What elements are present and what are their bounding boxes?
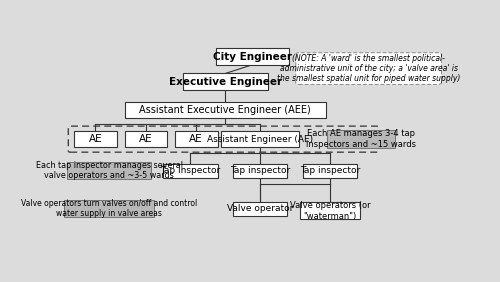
Text: AE: AE bbox=[88, 134, 102, 144]
FancyBboxPatch shape bbox=[296, 53, 442, 84]
FancyBboxPatch shape bbox=[64, 200, 154, 217]
FancyBboxPatch shape bbox=[124, 102, 326, 118]
FancyBboxPatch shape bbox=[233, 202, 287, 216]
Text: Each AE manages 3-4 tap
inspectors and ~15 wards: Each AE manages 3-4 tap inspectors and ~… bbox=[306, 129, 416, 149]
FancyBboxPatch shape bbox=[327, 130, 395, 148]
Text: Tap inspector: Tap inspector bbox=[230, 166, 290, 175]
FancyBboxPatch shape bbox=[233, 164, 287, 178]
Text: City Engineer: City Engineer bbox=[213, 52, 292, 62]
Text: Executive Engineer: Executive Engineer bbox=[168, 77, 282, 87]
Text: AE: AE bbox=[190, 134, 203, 144]
FancyBboxPatch shape bbox=[124, 131, 167, 147]
FancyBboxPatch shape bbox=[216, 49, 289, 65]
Text: Assistant Engineer (AE): Assistant Engineer (AE) bbox=[207, 135, 313, 144]
FancyBboxPatch shape bbox=[163, 164, 218, 178]
FancyBboxPatch shape bbox=[302, 164, 357, 178]
Text: Valve operator: Valve operator bbox=[227, 204, 294, 213]
Text: Valve operators (or
"waterman"): Valve operators (or "waterman") bbox=[290, 201, 370, 221]
FancyBboxPatch shape bbox=[175, 131, 218, 147]
Text: Tap inspector: Tap inspector bbox=[160, 166, 220, 175]
Text: Valve operators turn valves on/off and control
water supply in valve areas: Valve operators turn valves on/off and c… bbox=[21, 199, 197, 218]
Text: (NOTE: A 'ward' is the smallest political-
administrative unit of the city; a 'v: (NOTE: A 'ward' is the smallest politica… bbox=[277, 54, 460, 83]
Text: AE: AE bbox=[139, 134, 152, 144]
Text: Tap inspector: Tap inspector bbox=[300, 166, 360, 175]
Text: Assistant Executive Engineer (AEE): Assistant Executive Engineer (AEE) bbox=[140, 105, 311, 115]
FancyBboxPatch shape bbox=[300, 202, 360, 219]
Text: Each tap inspector manages several
valve operators and ~3-5 wards: Each tap inspector manages several valve… bbox=[36, 161, 182, 180]
FancyBboxPatch shape bbox=[74, 131, 117, 147]
FancyBboxPatch shape bbox=[68, 162, 150, 179]
FancyBboxPatch shape bbox=[182, 74, 268, 90]
FancyBboxPatch shape bbox=[222, 131, 299, 147]
